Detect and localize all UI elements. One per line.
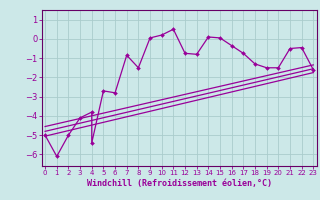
X-axis label: Windchill (Refroidissement éolien,°C): Windchill (Refroidissement éolien,°C) xyxy=(87,179,272,188)
